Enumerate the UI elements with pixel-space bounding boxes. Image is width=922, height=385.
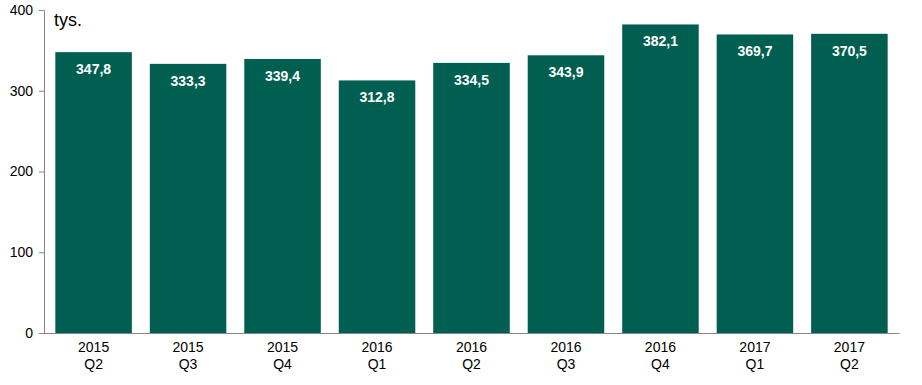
x-tick-label-line: 2017 [739,339,770,355]
bar [244,59,321,333]
x-tick-label-line: 2015 [78,339,109,355]
x-tick: 2015Q4 [267,333,298,372]
data-label: 343,9 [548,64,583,80]
y-axis: 0 100 200 300 400 [10,2,45,341]
x-tick: 2017Q1 [739,333,770,372]
data-label: 333,3 [171,73,206,89]
x-tick-label: 2016Q1 [361,339,392,372]
bar [55,52,132,333]
x-tick-label-line: Q2 [840,356,859,372]
bar [622,24,699,333]
y-tick: 400 [10,2,44,18]
x-tick-label-line: 2016 [361,339,392,355]
x-tick-label-line: 2015 [267,339,298,355]
x-tick-label: 2016Q2 [456,339,487,372]
x-tick-label-line: Q3 [179,356,198,372]
y-tick-label: 100 [10,244,34,260]
x-tick: 2016Q2 [456,333,487,372]
x-tick-label: 2015Q4 [267,339,298,372]
y-tick: 200 [10,163,44,179]
x-tick-label: 2017Q1 [739,339,770,372]
bars [55,24,887,333]
x-axis: 2015Q22015Q32015Q42016Q12016Q22016Q32016… [45,333,900,372]
chart: 01002003004002015Q22015Q32015Q42016Q1201… [0,0,922,385]
data-label: 339,4 [265,68,300,84]
x-tick-label: 2015Q3 [172,339,203,372]
y-axis-title: tys. [54,10,82,30]
x-tick: 2016Q3 [550,333,581,372]
data-label: 382,1 [643,33,678,49]
x-tick-label-line: Q2 [84,356,103,372]
x-tick: 2017Q2 [834,333,865,372]
data-label: 312,8 [360,89,395,105]
y-tick-mark [39,172,44,173]
x-tick-label-line: 2017 [834,339,865,355]
x-tick: 2016Q4 [645,333,676,372]
x-tick-label-line: Q4 [273,356,292,372]
y-tick-mark [39,10,44,11]
bar [433,63,510,333]
x-tick-label-line: Q3 [557,356,576,372]
data-label: 369,7 [737,43,772,59]
y-tick-label: 200 [10,163,34,179]
x-tick-label-line: 2016 [645,339,676,355]
data-label: 347,8 [76,61,111,77]
x-tick-label-line: 2016 [456,339,487,355]
y-tick-mark [39,252,44,253]
x-axis-line [45,333,900,334]
y-tick-mark [39,91,44,92]
x-tick-label: 2017Q2 [834,339,865,372]
x-tick-label-line: Q1 [746,356,765,372]
x-tick: 2015Q2 [78,333,109,372]
data-label: 334,5 [454,72,489,88]
x-tick: 2016Q1 [361,333,392,372]
x-tick-label-line: 2016 [550,339,581,355]
plot: 01002003004002015Q22015Q32015Q42016Q1201… [10,2,900,372]
bar [339,80,416,333]
y-axis-line [39,11,45,334]
x-tick-label-line: Q4 [651,356,670,372]
y-tick: 100 [10,244,44,260]
y-tick: 300 [10,83,44,99]
x-tick-label: 2016Q4 [645,339,676,372]
x-tick-label-line: Q2 [462,356,481,372]
data-label: 370,5 [832,43,867,59]
y-tick-label: 400 [10,2,34,18]
y-tick-mark [39,333,44,334]
x-tick-label: 2015Q2 [78,339,109,372]
y-tick-label: 300 [10,83,34,99]
x-tick-label-line: 2015 [172,339,203,355]
bar [811,34,888,333]
x-tick: 2015Q3 [172,333,203,372]
bar [528,55,605,333]
y-tick-label: 0 [25,325,33,341]
data-labels: 347,8 333,3 339,4 312,8 334,5 343,9 382,1 369,7… [76,33,867,105]
x-tick-label: 2016Q3 [550,339,581,372]
bar [717,34,794,333]
x-tick-label-line: Q1 [368,356,387,372]
y-tick: 0 [25,325,44,341]
bar [150,64,227,333]
